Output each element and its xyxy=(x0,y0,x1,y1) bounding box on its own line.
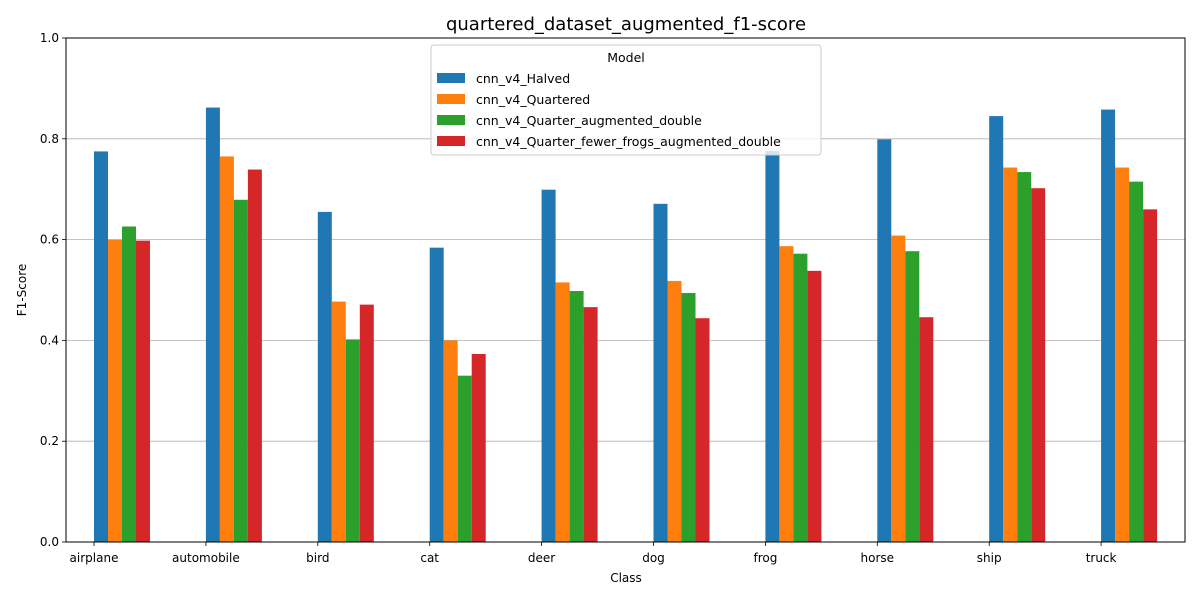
legend-label-0: cnn_v4_Halved xyxy=(476,71,570,86)
bar-automobile-1 xyxy=(219,156,234,542)
y-tick-label: 0.8 xyxy=(40,132,59,146)
x-tick-label-frog: frog xyxy=(753,551,777,565)
bar-dog-0 xyxy=(653,203,668,543)
y-tick-label: 0.6 xyxy=(40,233,59,247)
legend-swatch-2 xyxy=(437,115,465,125)
bar-automobile-0 xyxy=(205,107,220,542)
axes: 0.0 0.2 0.4 0.6 0.8 1.0 airplane automobile bird… xyxy=(40,31,1186,565)
x-tick-label-cat: cat xyxy=(420,551,439,565)
x-tick-label-automobile: automobile xyxy=(172,551,240,565)
x-tick-label-ship: ship xyxy=(977,551,1002,565)
plot-frame xyxy=(65,37,1186,543)
legend-label-3: cnn_v4_Quarter_fewer_frogs_augmented_dou… xyxy=(476,134,781,149)
chart-title: quartered_dataset_augmented_f1-score xyxy=(446,14,806,35)
bar-truck-2 xyxy=(1129,181,1144,542)
bar-deer-3 xyxy=(583,307,598,542)
x-tick-label-dog: dog xyxy=(642,551,665,565)
bar-dog-2 xyxy=(681,293,696,542)
bar-deer-1 xyxy=(555,282,570,542)
y-tick-label: 0.2 xyxy=(40,434,59,448)
bar-frog-2 xyxy=(793,253,808,542)
bar-bird-1 xyxy=(331,301,346,542)
bar-horse-2 xyxy=(905,251,920,542)
bar-automobile-3 xyxy=(247,169,262,542)
bar-truck-0 xyxy=(1101,109,1116,543)
bar-ship-1 xyxy=(1003,167,1018,542)
x-tick-label-bird: bird xyxy=(306,551,329,565)
bar-bird-0 xyxy=(317,211,332,542)
bars xyxy=(94,107,1158,543)
legend-swatch-1 xyxy=(437,94,465,104)
x-tick-label-airplane: airplane xyxy=(70,551,119,565)
bar-bird-3 xyxy=(359,304,374,542)
bar-cat-2 xyxy=(457,375,472,542)
legend-label-1: cnn_v4_Quartered xyxy=(476,92,590,107)
y-axis-label: F1-Score xyxy=(15,264,29,316)
bar-ship-0 xyxy=(989,116,1004,543)
bar-dog-3 xyxy=(695,318,710,542)
x-axis-label: Class xyxy=(610,571,642,585)
bar-deer-0 xyxy=(541,189,556,543)
bar-ship-2 xyxy=(1017,172,1032,542)
bar-truck-3 xyxy=(1143,209,1158,543)
x-tick-label-truck: truck xyxy=(1086,551,1117,565)
y-tick-label: 1.0 xyxy=(40,31,59,45)
x-tick-label-horse: horse xyxy=(861,551,895,565)
y-tick-label: 0.4 xyxy=(40,333,59,347)
bar-airplane-3 xyxy=(136,240,150,542)
bar-cat-3 xyxy=(471,354,486,542)
bar-automobile-2 xyxy=(233,199,248,542)
legend-label-2: cnn_v4_Quarter_augmented_double xyxy=(476,113,702,128)
bar-horse-3 xyxy=(919,317,934,542)
legend-title: Model xyxy=(607,50,645,65)
legend-swatch-0 xyxy=(437,73,465,83)
bar-frog-3 xyxy=(807,270,822,542)
bar-deer-2 xyxy=(569,291,584,542)
bar-frog-0 xyxy=(765,150,780,542)
y-tick-label: 0.0 xyxy=(40,535,59,549)
x-tick-label-deer: deer xyxy=(528,551,555,565)
bar-truck-1 xyxy=(1115,167,1130,542)
bar-airplane-1 xyxy=(108,239,122,542)
bar-airplane-2 xyxy=(122,226,136,542)
legend: Model cnn_v4_Halved cnn_v4_Quartered cnn_v4… xyxy=(430,44,822,156)
bar-cat-0 xyxy=(429,247,444,542)
bar-cat-1 xyxy=(443,340,458,542)
bar-airplane-0 xyxy=(94,151,108,542)
bar-frog-1 xyxy=(779,246,794,543)
bar-horse-0 xyxy=(877,139,892,542)
bar-bird-2 xyxy=(345,339,360,542)
bar-dog-1 xyxy=(667,280,682,542)
legend-swatch-3 xyxy=(437,136,465,146)
legend-box xyxy=(430,44,822,156)
bar-ship-3 xyxy=(1031,188,1046,542)
bar-horse-1 xyxy=(891,235,906,542)
